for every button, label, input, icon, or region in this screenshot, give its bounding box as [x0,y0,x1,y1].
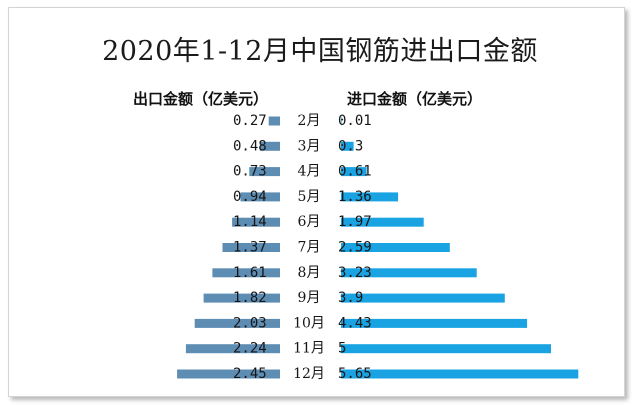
export-value-m8: 1.61 [233,265,267,281]
chart-title: 2020年1-12月中国钢筋进出口金额 [102,36,538,67]
import-value-m3: 0.3 [338,138,363,154]
import-value-m8: 3.23 [338,265,372,281]
import-bar-m8 [341,268,477,278]
import-bar-m5 [341,192,399,202]
month-label-m7: 7月 [298,240,321,256]
export-value-m12: 2.45 [233,366,267,382]
import-bar-m9 [341,293,505,303]
import-bar-m12 [341,369,579,379]
export-value-m6: 1.14 [233,214,267,230]
export-bar-m2 [268,116,280,126]
import-bar-m11 [341,344,551,354]
export-bar-m11 [185,344,280,354]
import-value-m2: 0.01 [338,113,372,129]
month-label-m5: 5月 [298,189,321,205]
import-value-m9: 3.9 [338,290,363,306]
import-bar-m2 [341,116,342,126]
export-value-m2: 0.27 [233,113,267,129]
month-label-m8: 8月 [298,265,321,281]
export-bar-m8 [212,268,280,278]
export-value-m9: 1.82 [233,290,267,306]
export-value-m3: 0.48 [233,138,267,154]
import-value-m10: 4.43 [338,315,372,331]
export-bar-m9 [203,293,280,303]
export-value-m11: 2.24 [233,341,267,357]
month-label-m12: 12月 [293,366,325,382]
import-value-m12: 5.65 [338,366,372,382]
import-value-m5: 1.36 [338,189,372,205]
month-label-m6: 6月 [298,214,321,230]
month-label-m11: 11月 [293,341,325,357]
import-header: 进口金额（亿美元） [347,90,483,108]
import-bar-m4 [341,167,367,177]
month-label-m10: 10月 [293,315,325,331]
export-bar-m4 [249,167,280,177]
import-value-m11: 5 [338,341,346,357]
month-label-m4: 4月 [298,164,321,180]
export-bar-m7 [222,243,280,252]
export-value-m7: 1.37 [233,240,267,256]
import-bar-m6 [341,217,424,227]
export-value-m4: 0.73 [233,164,267,180]
export-bar-m10 [194,318,280,328]
month-label-m3: 3月 [298,138,321,154]
month-label-m2: 2月 [298,113,321,129]
import-value-m7: 2.59 [338,240,372,256]
export-bar-m3 [259,141,280,151]
import-bar-m3 [341,141,354,151]
import-bar-m10 [341,318,528,328]
export-bar-m6 [232,217,280,227]
export-value-m10: 2.03 [233,315,267,331]
import-value-m6: 1.97 [338,214,372,230]
export-header: 出口金额（亿美元） [133,90,269,108]
export-bar-m12 [177,369,280,379]
import-value-m4: 0.61 [338,164,372,180]
export-value-m5: 0.94 [233,189,267,205]
month-label-m9: 9月 [298,290,321,306]
import-bar-m7 [341,243,450,252]
export-bar-m5 [240,192,280,202]
chart-frame [8,7,625,397]
